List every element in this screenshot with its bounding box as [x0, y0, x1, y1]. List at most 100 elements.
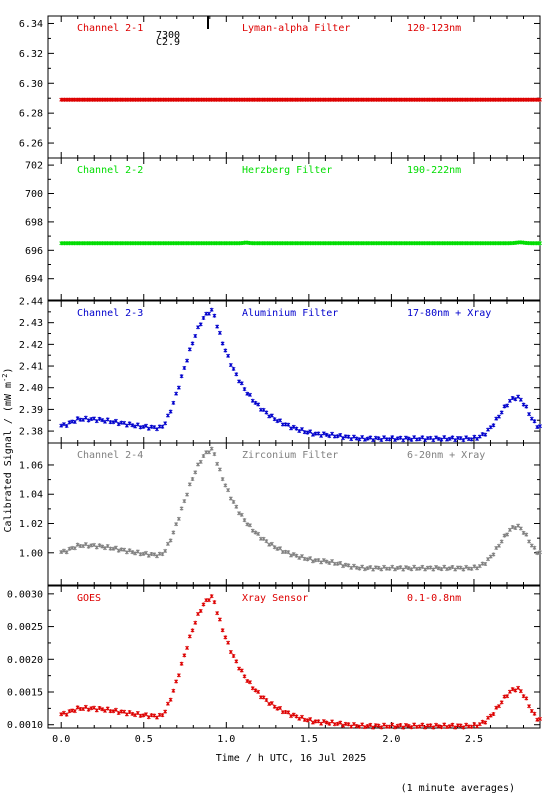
data-point — [472, 564, 477, 569]
data-point — [231, 366, 236, 371]
data-point — [360, 564, 365, 569]
data-point — [338, 720, 343, 725]
data-point — [144, 712, 148, 717]
data-point — [124, 550, 129, 555]
y-tick-label: 700 — [25, 189, 43, 200]
band-label: 120-123nm — [407, 23, 461, 34]
data-point — [201, 602, 206, 607]
data-point — [209, 446, 214, 451]
panel-frame — [47, 157, 541, 301]
x-tick-label: 0.5 — [135, 734, 153, 745]
channel-label: GOES — [77, 593, 101, 604]
x-tick-label: 2.0 — [382, 734, 400, 745]
data-point — [349, 565, 354, 570]
data-point — [67, 709, 72, 714]
data-point — [61, 422, 66, 427]
data-point — [105, 706, 110, 711]
data-point — [269, 701, 274, 706]
data-point — [198, 459, 203, 464]
data-point — [275, 546, 280, 551]
data-point — [185, 645, 190, 650]
data-point — [527, 704, 532, 709]
data-point — [458, 723, 463, 728]
data-point — [141, 551, 146, 556]
data-point — [100, 707, 105, 712]
data-point — [319, 721, 324, 726]
x-tick-label: 0.0 — [52, 734, 70, 745]
data-point — [248, 392, 252, 397]
y-tick-label: 6.28 — [19, 109, 43, 120]
data-point — [401, 438, 406, 443]
data-point — [160, 424, 165, 429]
data-point — [379, 438, 384, 443]
data-point — [113, 545, 118, 550]
series-points — [59, 307, 542, 443]
data-point — [86, 418, 91, 423]
data-point — [130, 711, 135, 716]
data-point — [237, 666, 241, 671]
y-tick-label: 696 — [25, 246, 43, 257]
data-point — [494, 545, 499, 550]
data-point — [133, 551, 138, 556]
data-point — [376, 436, 381, 441]
data-point — [171, 400, 176, 405]
data-point — [144, 550, 148, 555]
data-point — [475, 724, 480, 729]
data-point — [75, 705, 80, 710]
data-point — [187, 634, 192, 639]
data-point — [187, 482, 192, 487]
data-point — [171, 688, 176, 693]
data-point — [92, 416, 96, 421]
data-point — [289, 714, 293, 719]
data-point — [365, 566, 370, 571]
event-label-2: C2.9 — [156, 37, 180, 48]
data-point — [83, 704, 88, 709]
data-point — [250, 398, 255, 403]
data-point — [261, 407, 266, 412]
data-point — [223, 348, 228, 353]
data-point — [215, 461, 220, 466]
data-point — [155, 427, 159, 432]
data-point — [453, 438, 458, 443]
data-point — [428, 565, 433, 570]
data-point — [226, 488, 231, 493]
data-point — [538, 550, 542, 555]
data-point — [360, 722, 365, 727]
data-point — [253, 530, 258, 535]
y-tick-label: 6.26 — [19, 139, 43, 150]
data-point — [228, 650, 233, 655]
band-label: 6-20nm + Xray — [407, 450, 485, 461]
data-point — [379, 725, 384, 730]
data-point — [196, 325, 200, 330]
data-point — [226, 353, 231, 358]
data-point — [341, 723, 345, 728]
data-point — [352, 722, 356, 727]
data-point — [505, 694, 510, 699]
data-point — [83, 542, 88, 547]
data-point — [163, 548, 168, 553]
data-point — [409, 725, 414, 730]
x-tick-label: 2.5 — [465, 734, 483, 745]
data-point — [113, 418, 118, 423]
data-point — [72, 419, 77, 424]
data-point — [445, 725, 449, 730]
data-point — [256, 531, 261, 536]
data-point — [141, 424, 146, 429]
y-axis-label-main: Calibrated Signal / (mW m — [3, 382, 14, 533]
x-tick-label: 1.5 — [300, 734, 318, 745]
data-point — [310, 720, 315, 725]
data-point — [160, 552, 165, 557]
filter-label: Zirconium Filter — [242, 450, 338, 461]
data-point — [371, 567, 376, 572]
data-point — [524, 532, 529, 537]
data-point — [324, 559, 329, 564]
data-point — [92, 705, 96, 710]
data-point — [390, 722, 395, 727]
channel-label: Channel 2-3 — [77, 308, 143, 319]
x-axis-label: Time / h UTC, 16 Jul 2025 — [216, 753, 367, 764]
data-point — [362, 567, 367, 572]
data-point — [488, 425, 493, 430]
data-point — [365, 724, 370, 729]
data-point — [220, 477, 225, 482]
data-point — [343, 562, 348, 567]
